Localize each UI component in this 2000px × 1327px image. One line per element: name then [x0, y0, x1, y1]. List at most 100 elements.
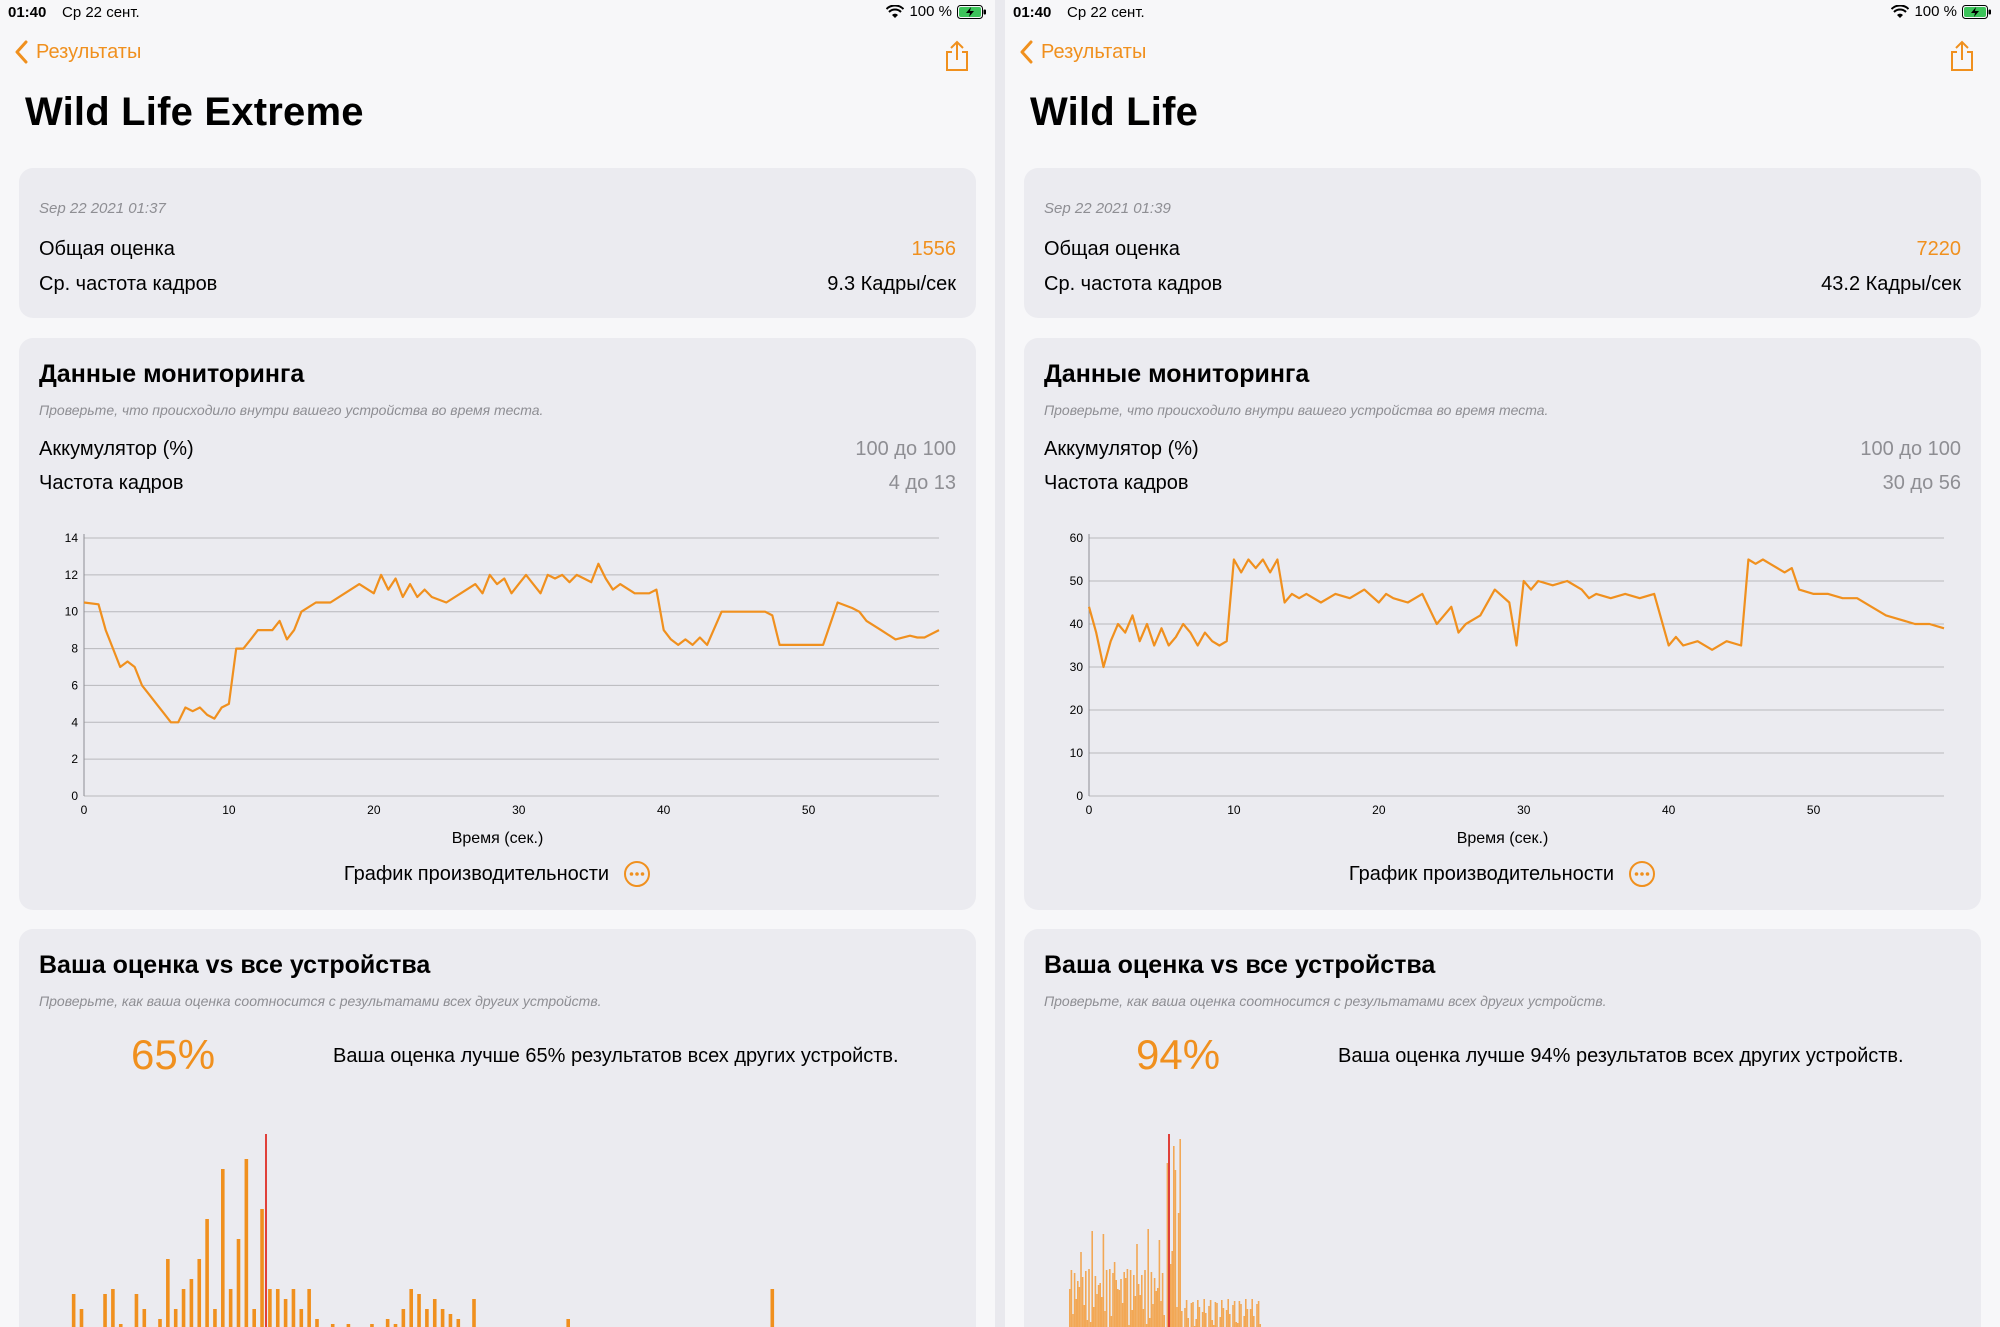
- wifi-icon: [1891, 4, 1910, 18]
- x-tick-label: 40: [1662, 803, 1676, 817]
- histogram-bar: [158, 1319, 162, 1327]
- histogram-bar: [1219, 1317, 1221, 1327]
- monitoring-subtitle: Проверьте, что происходило внутри вашего…: [1044, 402, 1549, 418]
- comparison-card: Ваша оценка vs все устройства Проверьте,…: [19, 929, 976, 1327]
- histogram-bar: [370, 1324, 374, 1327]
- histogram-bar: [770, 1289, 775, 1327]
- histogram-bar: [432, 1299, 437, 1327]
- histogram-bar: [1123, 1272, 1125, 1327]
- histogram-bar: [1225, 1310, 1228, 1327]
- split-view-divider[interactable]: [995, 0, 1005, 1327]
- score-value: 7220: [1916, 238, 1962, 260]
- histogram-bar: [1187, 1318, 1189, 1327]
- score-distribution-histogram: [1069, 1134, 1261, 1327]
- battery-row: Аккумулятор (%) 100 до 100: [39, 438, 956, 461]
- histogram-bar: [1137, 1284, 1140, 1327]
- percentile-text: Ваша оценка лучше 65% результатов всех д…: [333, 1045, 899, 1067]
- x-tick-label: 50: [802, 803, 816, 817]
- summary-card: Sep 22 2021 01:37 Общая оценка 1556 Ср. …: [19, 168, 976, 318]
- histogram-bar: [1136, 1244, 1138, 1327]
- monitoring-card: Данные мониторинга Проверьте, что происх…: [1024, 338, 1981, 910]
- histogram-bar: [1134, 1296, 1137, 1327]
- histogram-bar: [1238, 1301, 1241, 1327]
- histogram-bar: [1259, 1324, 1261, 1327]
- histogram-bar: [1161, 1273, 1164, 1327]
- score-row: Общая оценка 1556: [39, 238, 956, 261]
- histogram-bar: [197, 1259, 202, 1327]
- histogram-bar: [1117, 1289, 1119, 1327]
- histogram-bar: [440, 1309, 445, 1327]
- histogram-bar: [566, 1319, 570, 1327]
- score-label: Общая оценка: [1044, 238, 1180, 260]
- x-tick-label: 30: [1517, 803, 1531, 817]
- histogram-bar: [142, 1309, 147, 1327]
- histogram-bar: [291, 1289, 296, 1327]
- x-tick-label: 10: [222, 803, 236, 817]
- monitoring-heading: Данные мониторинга: [39, 360, 305, 388]
- histogram-bar: [1174, 1170, 1177, 1327]
- back-button[interactable]: Результаты: [1019, 40, 1146, 64]
- histogram-bar: [111, 1289, 115, 1327]
- share-icon[interactable]: [1948, 40, 1976, 72]
- back-button[interactable]: Результаты: [14, 40, 141, 64]
- histogram-bar: [1216, 1303, 1218, 1327]
- histogram-bar: [71, 1294, 76, 1327]
- histogram-bar: [1126, 1269, 1129, 1327]
- histogram-bar: [1221, 1300, 1223, 1327]
- histogram-bar: [1133, 1275, 1135, 1327]
- fps-row: Частота кадров 30 до 56: [1044, 472, 1961, 495]
- y-tick-label: 40: [1070, 617, 1084, 631]
- histogram-bar: [1072, 1314, 1074, 1327]
- y-tick-label: 12: [65, 568, 79, 582]
- histogram-bar: [425, 1309, 429, 1327]
- histogram-bar: [1145, 1324, 1148, 1327]
- histogram-bar: [1211, 1320, 1213, 1327]
- histogram-bar: [1075, 1299, 1077, 1327]
- status-bar: 01:40 Ср 22 сент. 100 %: [1005, 0, 2000, 26]
- more-icon[interactable]: [1628, 860, 1656, 888]
- histogram-bar: [1229, 1314, 1231, 1327]
- battery-charging-icon: [1962, 4, 1991, 19]
- monitoring-heading: Данные мониторинга: [1044, 360, 1310, 388]
- histogram-bar: [1173, 1146, 1175, 1327]
- histogram-bar: [1115, 1280, 1117, 1327]
- histogram-bar: [1163, 1315, 1165, 1327]
- histogram-bar: [1233, 1301, 1236, 1327]
- y-tick-label: 10: [65, 605, 79, 619]
- comparison-heading: Ваша оценка vs все устройства: [1044, 951, 1436, 979]
- histogram-bar: [1214, 1302, 1217, 1327]
- more-icon[interactable]: [623, 860, 651, 888]
- histogram-bar: [1121, 1303, 1124, 1327]
- histogram-bar: [1227, 1299, 1229, 1327]
- battery-percent: 100 %: [909, 3, 952, 20]
- share-icon[interactable]: [943, 40, 971, 72]
- y-tick-label: 2: [71, 752, 78, 766]
- comparison-card: Ваша оценка vs все устройства Проверьте,…: [1024, 929, 1981, 1327]
- histogram-bar: [393, 1324, 398, 1327]
- battery-row: Аккумулятор (%) 100 до 100: [1044, 438, 1961, 461]
- y-tick-label: 4: [71, 715, 78, 729]
- y-tick-label: 6: [71, 678, 78, 692]
- histogram-bar: [275, 1289, 280, 1327]
- x-tick-label: 0: [1086, 803, 1093, 817]
- histogram-bar: [1078, 1287, 1081, 1327]
- performance-graph-link[interactable]: График производительности: [1024, 860, 1981, 888]
- histogram-bar: [1155, 1291, 1157, 1327]
- avg-fps-label: Ср. частота кадров: [39, 273, 218, 295]
- monitoring-subtitle: Проверьте, что происходило внутри вашего…: [39, 402, 544, 418]
- status-date: Ср 22 сент.: [1067, 4, 1145, 21]
- histogram-bar: [1190, 1303, 1193, 1327]
- battery-label: Аккумулятор (%): [39, 438, 194, 460]
- histogram-bar: [346, 1324, 351, 1327]
- histogram-bar: [1089, 1322, 1092, 1327]
- histogram-bar: [1177, 1213, 1180, 1327]
- histogram-bar: [1237, 1323, 1239, 1327]
- performance-graph-link[interactable]: График производительности: [19, 860, 976, 888]
- histogram-bar: [118, 1324, 123, 1327]
- histogram-bar: [1160, 1301, 1162, 1327]
- histogram-bar: [1105, 1270, 1108, 1327]
- histogram-bar: [1246, 1309, 1249, 1327]
- test-timestamp: Sep 22 2021 01:39: [1044, 200, 1171, 217]
- histogram-bar: [1171, 1251, 1173, 1327]
- histogram-bar: [1086, 1320, 1089, 1327]
